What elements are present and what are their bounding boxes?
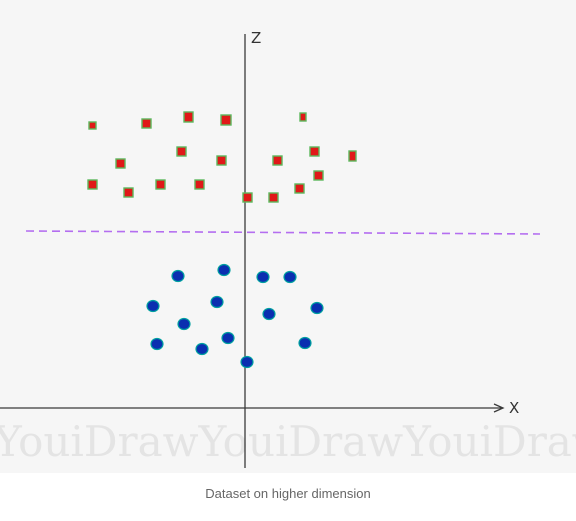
square-point xyxy=(155,179,166,190)
circle-point xyxy=(256,270,270,284)
square-point xyxy=(183,111,194,123)
square-point xyxy=(299,112,307,122)
circle-point xyxy=(195,342,209,356)
square-point xyxy=(115,158,126,169)
circle-point xyxy=(210,295,224,309)
circle-point xyxy=(171,269,185,283)
square-point xyxy=(309,146,320,157)
square-point xyxy=(242,192,253,203)
circle-point xyxy=(177,317,191,331)
x-axis-arrow-icon xyxy=(493,403,505,413)
square-point xyxy=(176,146,187,157)
square-point xyxy=(272,155,283,166)
square-point xyxy=(220,114,232,126)
square-point xyxy=(87,179,98,190)
circle-point xyxy=(262,307,276,321)
separator-line xyxy=(25,230,541,235)
diagram-canvas: YouiDrawYouiDrawYouiDraw Z X xyxy=(0,29,576,468)
circle-point xyxy=(298,336,312,350)
square-point xyxy=(123,187,134,198)
square-point xyxy=(216,155,227,166)
circle-points-group xyxy=(146,263,324,369)
watermark-text: YouiDrawYouiDrawYouiDraw xyxy=(0,417,576,466)
circle-point xyxy=(217,263,231,277)
square-point xyxy=(313,170,324,181)
square-point xyxy=(268,192,279,203)
square-point xyxy=(294,183,305,194)
circle-point xyxy=(240,355,254,369)
circle-point xyxy=(221,331,235,345)
z-axis-label: Z xyxy=(251,29,261,47)
square-point xyxy=(141,118,152,129)
circle-point xyxy=(283,270,297,284)
x-axis-label: X xyxy=(509,399,519,417)
figure-caption: Dataset on higher dimension xyxy=(205,486,371,501)
circle-point xyxy=(146,299,160,313)
square-point xyxy=(194,179,205,190)
diagram-figure: YouiDrawYouiDrawYouiDraw Z X xyxy=(0,29,576,468)
square-point xyxy=(88,121,97,130)
square-point xyxy=(348,150,357,162)
circle-point xyxy=(310,301,324,315)
circle-point xyxy=(150,337,164,351)
square-points-group xyxy=(87,111,357,203)
